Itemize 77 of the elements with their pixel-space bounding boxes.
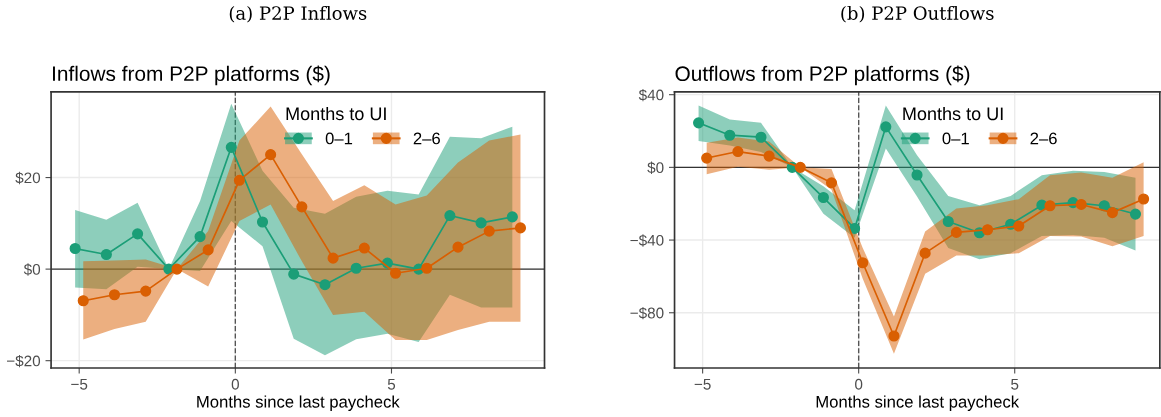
- point: [77, 295, 89, 307]
- point: [452, 241, 464, 253]
- point: [296, 201, 308, 213]
- y-tick-label: $0: [23, 263, 41, 276]
- point: [763, 150, 775, 162]
- point: [140, 285, 152, 297]
- text: (a) P2P Inflows: [229, 5, 367, 23]
- y-tick-label: −$40: [630, 234, 664, 247]
- point: [265, 149, 277, 161]
- point: [358, 242, 370, 254]
- point: [817, 191, 829, 204]
- point: [950, 226, 962, 238]
- point: [233, 174, 245, 186]
- point: [1098, 200, 1110, 212]
- legend-title: Months to UI: [903, 106, 1003, 121]
- point: [475, 217, 487, 229]
- y-tick-label: $40: [638, 88, 664, 102]
- point: [849, 222, 861, 234]
- point: [256, 216, 269, 228]
- chart-title: Inflows from P2P platforms ($): [53, 65, 330, 86]
- legend-label: 0–1: [942, 132, 969, 145]
- point: [132, 228, 144, 240]
- point: [100, 248, 112, 261]
- point: [108, 289, 121, 301]
- point: [911, 169, 923, 181]
- point: [1106, 207, 1118, 219]
- legend-title: Months to UI: [286, 106, 386, 121]
- point: [825, 177, 838, 189]
- point: [724, 129, 736, 141]
- y-tick-label: $0: [647, 161, 664, 174]
- point: [857, 257, 869, 269]
- x-tick-label: 5: [387, 378, 396, 390]
- point: [755, 131, 767, 143]
- x-tick-label: −5: [694, 378, 711, 390]
- point: [794, 161, 806, 173]
- point: [69, 242, 81, 255]
- point: [1138, 193, 1150, 205]
- point: [514, 222, 527, 234]
- point: [327, 252, 339, 264]
- point: [421, 262, 433, 274]
- point: [319, 279, 331, 291]
- x-tick-label: 0: [231, 378, 239, 390]
- x-axis-title: Months since last paycheck: [197, 395, 400, 411]
- x-tick-label: 5: [1011, 378, 1019, 390]
- point: [506, 211, 518, 223]
- text: (b) P2P Outflows: [841, 5, 994, 23]
- point: [171, 263, 183, 275]
- chart-title: Outflows from P2P platforms ($): [675, 65, 970, 86]
- point: [1075, 198, 1087, 210]
- x-axis-title: Months since last paycheck: [816, 395, 1020, 411]
- point: [982, 224, 994, 236]
- legend-label: 0–1: [325, 132, 353, 145]
- point: [919, 247, 931, 259]
- legend-label: 2–6: [413, 132, 440, 145]
- point: [288, 268, 300, 280]
- point: [1013, 220, 1025, 232]
- point: [225, 141, 237, 153]
- y-tick-label: $20: [15, 171, 41, 185]
- point: [194, 231, 206, 243]
- point: [888, 330, 900, 342]
- point: [444, 209, 456, 222]
- point: [202, 244, 214, 256]
- x-tick-label: −5: [71, 378, 88, 390]
- point: [880, 121, 892, 133]
- point: [732, 146, 744, 158]
- point: [701, 152, 713, 164]
- point: [1129, 208, 1142, 220]
- point: [389, 267, 402, 279]
- point: [942, 215, 954, 228]
- y-tick-label: −$80: [630, 306, 664, 320]
- point: [483, 225, 495, 237]
- y-tick-label: −$20: [7, 354, 41, 368]
- legend-label: 2–6: [1030, 132, 1057, 145]
- point: [350, 262, 362, 274]
- point: [693, 117, 705, 129]
- point: [1044, 200, 1056, 212]
- x-tick-label: 0: [855, 378, 863, 390]
